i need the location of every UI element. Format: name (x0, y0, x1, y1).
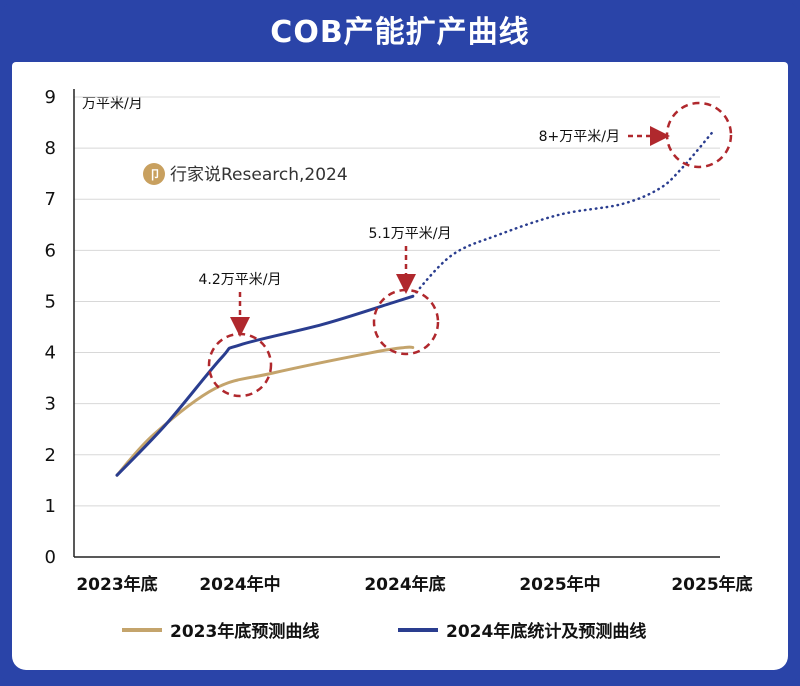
svg-text:卩: 卩 (149, 168, 161, 182)
x-ticks: 2023年底 2024年中 2024年底 2025年中 2025年底 (76, 574, 752, 595)
watermark-logo-icon (143, 163, 165, 185)
annotation-label: 4.2万平米/月 (199, 272, 282, 288)
y-tick-label: 9 (45, 87, 56, 108)
annotations: 4.2万平米/月 5.1万平米/月 8+万平米/月 (199, 101, 733, 398)
legend: 2023年底预测曲线 2024年底统计及预测曲线 (122, 621, 646, 642)
y-tick-label: 6 (45, 240, 56, 261)
x-tick-label: 2024年底 (364, 574, 445, 595)
chart-title: COB产能扩产曲线 (270, 15, 530, 50)
y-tick-label: 2 (45, 445, 56, 466)
x-tick-label: 2024年中 (199, 574, 280, 595)
watermark: 卩 行家说Research,2024 (143, 163, 348, 185)
gridlines (73, 89, 720, 558)
y-tick-label: 8 (45, 138, 56, 159)
x-tick-label: 2025年底 (671, 574, 752, 595)
y-tick-label: 3 (45, 394, 56, 415)
legend-label: 2023年底预测曲线 (170, 621, 319, 642)
x-tick-label: 2025年中 (519, 574, 600, 595)
watermark-text: 行家说Research,2024 (170, 165, 348, 185)
series-line-forecast (411, 131, 714, 298)
annotation-label: 8+万平米/月 (539, 129, 620, 145)
series-lines (115, 131, 714, 477)
annotation-label: 5.1万平米/月 (369, 226, 452, 242)
legend-label: 2024年底统计及预测曲线 (446, 621, 646, 642)
y-axis-label: 万平米/月 (82, 96, 143, 112)
highlight-circle (665, 101, 733, 169)
y-tick-label: 7 (45, 189, 56, 210)
y-tick-label: 0 (45, 547, 56, 568)
y-tick-label: 1 (45, 496, 56, 517)
y-tick-label: 5 (45, 291, 56, 312)
highlight-circle (207, 332, 273, 398)
series-line-2023 (115, 345, 415, 477)
y-ticks: 0 1 2 3 4 5 6 7 8 9 (45, 87, 56, 568)
chart-panel (12, 62, 788, 670)
y-tick-label: 4 (45, 343, 56, 364)
x-tick-label: 2023年底 (76, 574, 157, 595)
series-line-2024 (115, 294, 415, 477)
